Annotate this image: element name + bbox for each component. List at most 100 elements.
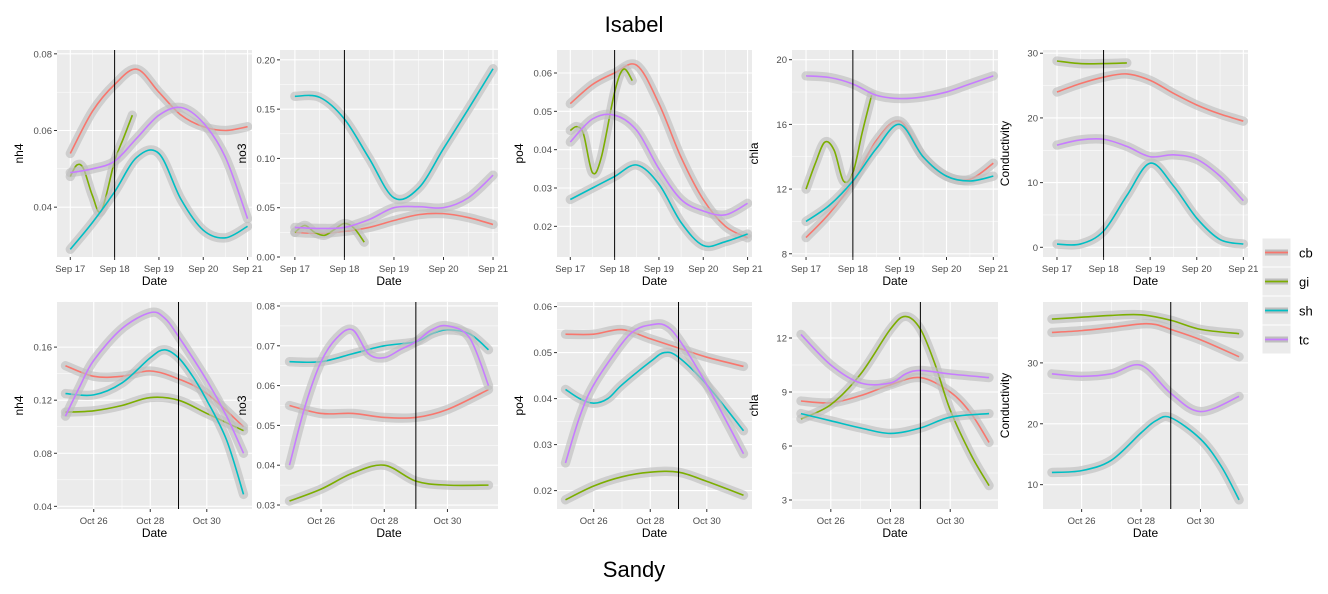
y-tick-label: 12 <box>776 185 787 196</box>
panel-isabel-no3: 0.00 0.05 0.10 0.15 0.20 Sep 17 Sep 18 Sep 19 Se… <box>235 50 508 288</box>
x-tick-label: Sep 17 <box>791 264 821 275</box>
series-group <box>290 64 498 247</box>
series-line-cb <box>69 68 248 154</box>
y-tick-label: 30 <box>1027 49 1038 60</box>
y-axis-title: chla <box>747 394 761 416</box>
y-tick-label: 0.10 <box>257 154 276 165</box>
x-tick-label: Sep 17 <box>555 264 585 275</box>
panel-isabel-nh4: 0.04 0.06 0.08 Sep 17 Sep 18 Sep 19 Sep 20 Sep … <box>12 49 263 288</box>
series-line-cb <box>1051 322 1240 358</box>
series-line-tc <box>800 333 990 386</box>
series-line-sh <box>800 412 990 435</box>
series-line-sh <box>805 123 994 223</box>
y-tick-label: 20 <box>1027 419 1038 430</box>
y-tick-label: 0.15 <box>257 105 276 116</box>
series-line-cb <box>565 328 744 368</box>
legend-item-tc: tc <box>1261 324 1310 355</box>
x-tick-label: Sep 21 <box>1228 264 1258 275</box>
legend-label: cb <box>1299 246 1313 261</box>
y-tick-label: 0.03 <box>534 184 553 195</box>
y-tick-label: 8 <box>782 249 787 260</box>
panel-isabel-chla: 8 12 16 20 Sep 17 Sep 18 Sep 19 Sep 20 Sep 21 Dat… <box>747 50 1008 288</box>
y-tick-label: 0.06 <box>534 302 553 313</box>
series-line-gi <box>69 114 134 214</box>
series-line-gi <box>1051 313 1240 335</box>
y-tick-label: 0.20 <box>257 55 276 66</box>
y-tick-label: 0.02 <box>534 486 553 497</box>
legend-item-cb: cb <box>1261 237 1313 268</box>
y-tick-label: 0.04 <box>534 394 553 405</box>
series-group <box>565 59 752 252</box>
y-axis-title: nh4 <box>12 143 26 163</box>
y-tick-label: 0.06 <box>534 69 553 80</box>
y-tick-label: 3 <box>782 496 787 507</box>
series-line-cb <box>1056 73 1244 122</box>
y-tick-label: 0.08 <box>34 449 53 460</box>
y-axis-title: po4 <box>512 395 526 415</box>
y-tick-label: 20 <box>776 55 787 66</box>
x-tick-label: Oct 28 <box>136 516 164 527</box>
x-axis-title: Date <box>642 526 668 540</box>
x-tick-label: Sep 17 <box>55 264 85 275</box>
x-tick-label: Oct 30 <box>433 516 461 527</box>
x-tick-label: Oct 28 <box>370 516 398 527</box>
x-tick-label: Oct 26 <box>817 516 845 527</box>
series-line-tc <box>569 113 748 216</box>
x-axis-title: Date <box>376 274 402 288</box>
x-tick-label: Sep 17 <box>280 264 310 275</box>
x-tick-label: Oct 30 <box>1186 516 1214 527</box>
y-axis-title: po4 <box>512 143 526 163</box>
y-tick-label: 0.07 <box>257 341 276 352</box>
y-tick-label: 10 <box>1027 480 1038 491</box>
x-tick-label: Sep 20 <box>688 264 718 275</box>
x-tick-label: Sep 18 <box>600 264 630 275</box>
x-tick-label: Oct 26 <box>80 516 108 527</box>
series-line-tc <box>288 324 490 466</box>
series-line-gi <box>565 470 744 501</box>
x-tick-label: Sep 19 <box>144 264 174 275</box>
y-tick-label: 0.08 <box>257 301 276 312</box>
series-group <box>65 64 252 254</box>
y-axis-title: Conductivity <box>998 121 1012 186</box>
y-tick-label: 0.03 <box>257 501 276 512</box>
x-tick-label: Sep 18 <box>838 264 868 275</box>
y-tick-label: 20 <box>1027 113 1038 124</box>
legend-label: sh <box>1299 304 1313 319</box>
x-tick-label: Oct 30 <box>193 516 221 527</box>
series-line-tc <box>294 174 494 230</box>
y-axis-title: Conductivity <box>998 373 1012 438</box>
x-tick-label: Sep 21 <box>733 264 763 275</box>
x-tick-label: Sep 19 <box>379 264 409 275</box>
series-line-tc <box>1051 363 1240 413</box>
series-line-tc <box>70 106 249 219</box>
y-tick-label: 0.04 <box>534 145 553 156</box>
y-tick-label: 0.08 <box>34 49 53 60</box>
x-tick-label: Sep 21 <box>978 264 1008 275</box>
y-tick-label: 0.04 <box>34 203 53 214</box>
x-tick-label: Sep 17 <box>1042 264 1072 275</box>
x-tick-label: Oct 26 <box>307 516 335 527</box>
panel-sandy-nh4: 0.04 0.08 0.12 0.16 Oct 26 Oct 28 Oct 30 Date nh… <box>12 302 252 540</box>
x-tick-label: Sep 20 <box>188 264 218 275</box>
x-tick-label: Oct 30 <box>693 516 721 527</box>
series-line-tc <box>564 322 745 464</box>
series-line-gi <box>289 464 489 502</box>
legend: cb gi sh tc <box>1261 237 1313 355</box>
y-tick-label: 0.16 <box>34 343 53 354</box>
x-tick-label: Oct 28 <box>636 516 664 527</box>
x-tick-label: Sep 20 <box>931 264 961 275</box>
x-axis-title: Date <box>882 526 908 540</box>
y-tick-label: 0.05 <box>534 107 553 118</box>
series-line-tc <box>1056 137 1244 202</box>
legend-label: gi <box>1299 275 1309 290</box>
x-tick-label: Sep 18 <box>100 264 130 275</box>
series-line-gi <box>1056 60 1127 65</box>
series-line-gi <box>65 396 244 432</box>
series-line-sh <box>1056 162 1244 246</box>
bottom-title: Sandy <box>603 557 665 582</box>
panel-sandy-conductivity: 10 20 30 Oct 26 Oct 28 Oct 30 Date Conductivity <box>998 302 1248 540</box>
panel-sandy-chla: 3 6 9 12 Oct 26 Oct 28 Oct 30 Date chla <box>747 302 998 540</box>
series-line-sh <box>569 164 748 248</box>
series-line-gi <box>800 315 990 487</box>
